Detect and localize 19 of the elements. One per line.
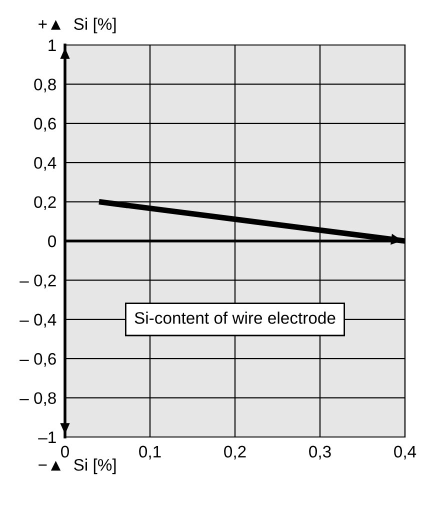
y-tick-label: – 0,4 [20, 314, 56, 328]
annotation: Si-content of wire electrode [134, 312, 336, 324]
y-tick-label: 0,8 [34, 78, 56, 92]
y-tick-label: 0,6 [34, 118, 56, 132]
y-tick-label: 0,2 [34, 196, 56, 210]
y-tick-label: 1 [48, 40, 56, 52]
x-tick-label: 0,1 [139, 446, 161, 460]
y-tick-label: 0 [48, 235, 56, 248]
y-tick-label: – 0,8 [20, 392, 56, 406]
y-tick-label: –1 [38, 432, 56, 444]
y-tick-label: – 0,6 [20, 353, 56, 367]
x-tick-label: 0,3 [309, 446, 331, 460]
y-axis-title: +▲ Si [%] [38, 18, 116, 34]
y-tick-label: 0,4 [34, 157, 56, 171]
text: −▲ Si [%] [38, 458, 116, 474]
x-tick-label: 0,4 [394, 446, 416, 460]
x-tick-label: 0 [61, 446, 69, 458]
y-tick-label: – 0,2 [20, 274, 56, 288]
x-tick-label: 0,2 [224, 446, 246, 460]
